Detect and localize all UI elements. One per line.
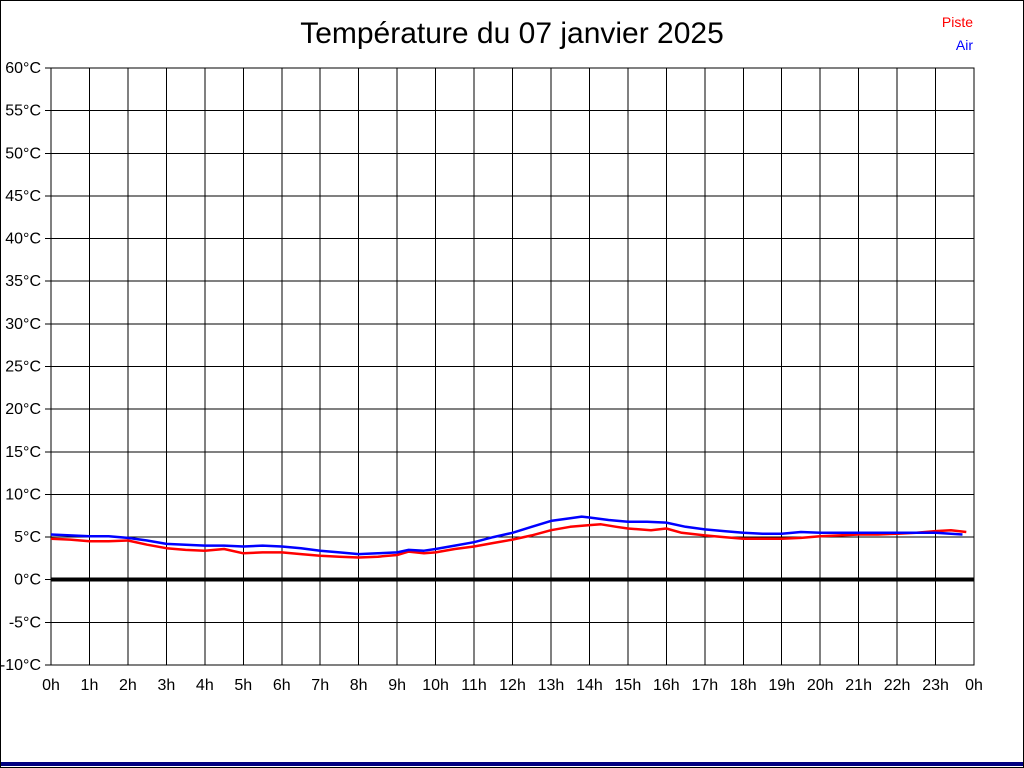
x-tick-label: 22h [884, 677, 911, 694]
x-tick-label: 14h [576, 677, 603, 694]
x-tick-label: 13h [538, 677, 565, 694]
x-tick-label: 17h [691, 677, 718, 694]
y-tick-label: 15°C [5, 444, 41, 461]
y-tick-label: -5°C [9, 614, 41, 631]
y-tick-label: 30°C [5, 316, 41, 333]
x-tick-label: 5h [234, 677, 252, 694]
x-tick-label: 3h [157, 677, 175, 694]
y-tick-label: 35°C [5, 273, 41, 290]
x-tick-label: 7h [311, 677, 329, 694]
x-tick-label: 9h [388, 677, 406, 694]
x-tick-label: 1h [81, 677, 99, 694]
x-tick-label: 11h [461, 677, 487, 694]
x-tick-label: 2h [119, 677, 137, 694]
legend-item-piste: Piste [941, 14, 973, 30]
x-tick-label: 15h [615, 677, 642, 694]
series-line-air [50, 515, 963, 556]
x-tick-label: 0h [42, 677, 60, 694]
legend-item-air: Air [955, 37, 973, 53]
series-line-piste [50, 523, 967, 559]
chart-legend: Piste Air [942, 11, 973, 57]
y-tick-label: 50°C [5, 145, 41, 162]
y-tick-label: 10°C [5, 486, 41, 503]
y-tick-label: 45°C [5, 188, 41, 205]
x-tick-label: 21h [845, 677, 872, 694]
y-tick-label: 55°C [5, 103, 41, 120]
x-tick-label: 18h [730, 677, 757, 694]
y-tick-label: 5°C [14, 529, 41, 546]
x-tick-label: 4h [196, 677, 214, 694]
plot-border [50, 67, 975, 666]
y-tick-label: 20°C [5, 401, 41, 418]
y-tick-label: 25°C [5, 359, 41, 376]
x-tick-label: 0h [965, 677, 983, 694]
x-tick-label: 20h [807, 677, 834, 694]
y-tick-label: 40°C [5, 231, 41, 248]
x-tick-label: 12h [499, 677, 526, 694]
x-tick-label: 8h [350, 677, 368, 694]
bottom-border-bar [1, 762, 1023, 766]
temperature-line-chart: 0h 1h 2h 3h 4h 5h 6h 7h 8h 9h 10h 11h 12h 13h 14h 15h 16… [1, 60, 983, 694]
x-tick-label: 19h [768, 677, 795, 694]
y-tick-label: -10°C [1, 657, 41, 674]
x-tick-label: 16h [653, 677, 680, 694]
y-tick-label: 60°C [5, 60, 41, 77]
y-tick-label: 0°C [14, 572, 41, 589]
x-tick-label: 6h [273, 677, 291, 694]
chart-title: Température du 07 janvier 2025 [300, 17, 724, 50]
x-tick-label: 10h [422, 677, 449, 694]
x-tick-label: 23h [922, 677, 949, 694]
